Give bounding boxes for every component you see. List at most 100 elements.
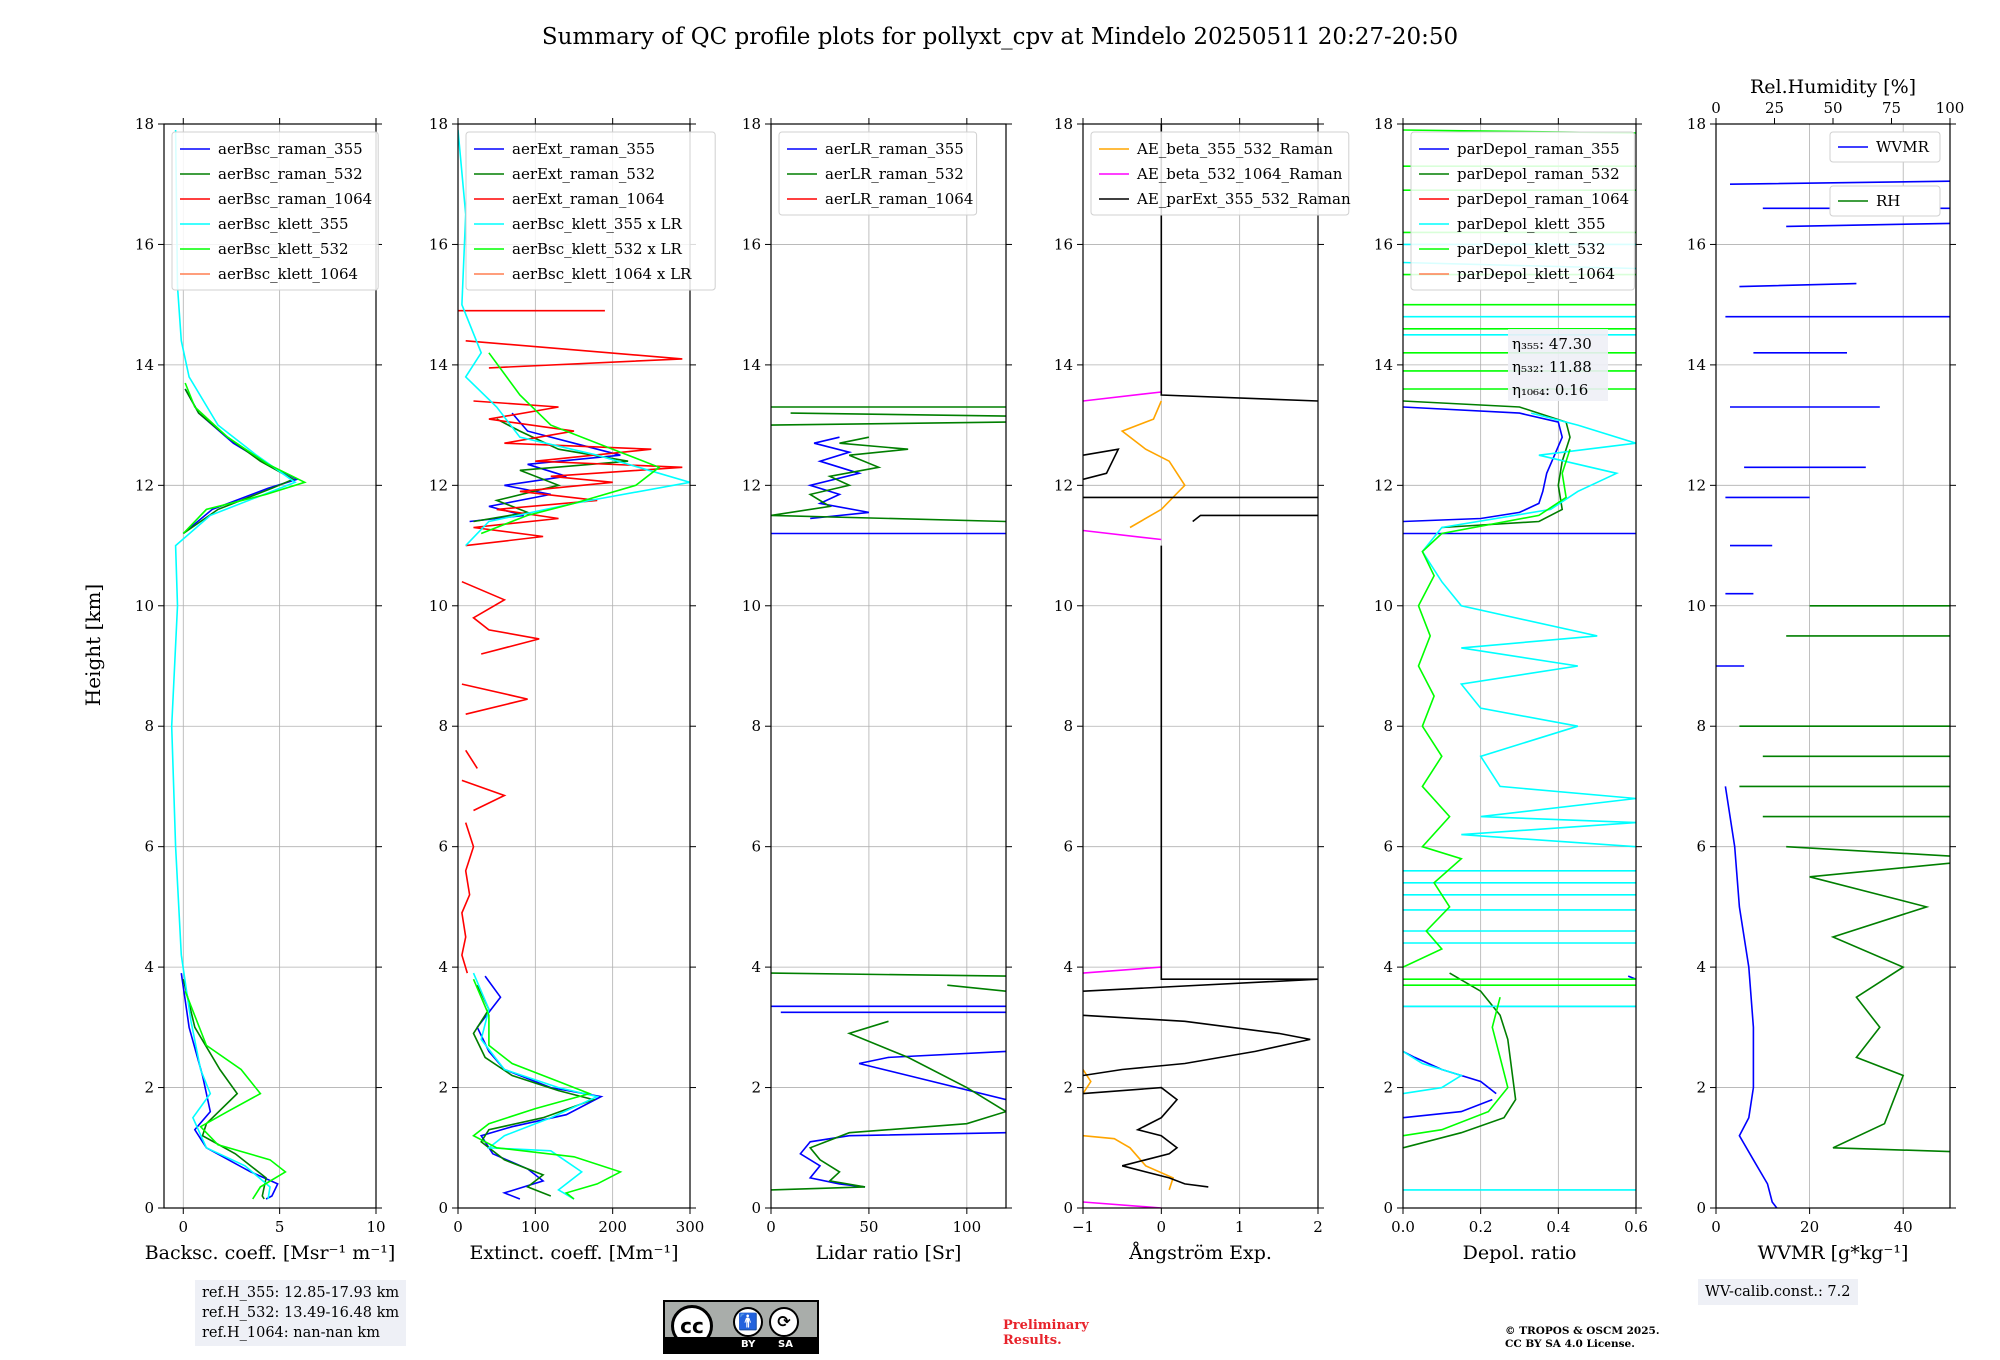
wv-calibration-box: WV-calib.const.: 7.2 [1698,1279,1858,1305]
y-tick-label: 16 [429,235,448,253]
x-tick-label: 0 [453,1218,463,1236]
y-tick-label: 6 [144,838,154,856]
eta-value: η₃₅₅: 47.30 [1512,335,1592,353]
y-tick-label: 18 [742,115,761,133]
y-tick-label: 6 [1383,838,1393,856]
y-tick-label: 2 [1383,1079,1393,1097]
legend-label: AE_beta_532_1064_Raman [1136,165,1343,183]
x-axis-label: Backsc. coeff. [Msr⁻¹ m⁻¹] [145,1242,396,1264]
legend: AE_beta_355_532_Raman AE_beta_532_1064_Ra… [1090,131,1351,216]
x-tick-label: 10 [366,1218,385,1236]
y-tick-label: 16 [1687,235,1706,253]
x-tick-label: 0.2 [1469,1218,1493,1236]
top-x-tick-label: 100 [1936,99,1965,117]
top-x-tick-label: 0 [1711,99,1721,117]
legend-box [465,131,716,291]
y-tick-label: 10 [429,597,448,615]
series-AE_beta_355_532_Raman [1083,400,1186,1191]
y-tick-label: 10 [1687,597,1706,615]
ref-height-355: ref.H_355: 12.85-17.93 km [202,1285,400,1301]
y-tick-label: 6 [1696,838,1706,856]
series-WVMR [1716,180,1950,1208]
reference-height-box: ref.H_355: 12.85-17.93 km ref.H_532: 13.… [195,1280,407,1346]
legend: aerLR_raman_355 aerLR_raman_532 aerLR_rama… [778,131,978,216]
x-axis-label: Depol. ratio [1463,1242,1577,1264]
legend-box [1410,131,1635,291]
preliminary-note: Preliminary Results. [1003,1318,1089,1348]
axes-frame [457,123,691,1209]
y-tick-label: 6 [751,838,761,856]
y-tick-label: 18 [429,115,448,133]
legend-label: aerBsc_klett_355 x LR [512,215,683,233]
series-aerBsc_raman_532 [182,388,295,1200]
x-tick-label: −1 [1072,1218,1094,1236]
y-tick-label: 4 [751,958,761,976]
legend-label: parDepol_raman_1064 [1457,190,1629,208]
x-tick-label: 0 [1711,1218,1721,1236]
y-tick-label: 10 [1374,597,1393,615]
legend-box [1829,185,1941,217]
y-tick-label: 14 [1054,356,1073,374]
top-x-tick-label: 25 [1765,99,1784,117]
legend-label: aerBsc_klett_532 [218,240,349,258]
x-tick-label: 2 [1313,1218,1323,1236]
y-tick-label: 16 [1374,235,1393,253]
axes-frame [1402,123,1637,1209]
y-axis-label: Height [km] [81,584,105,706]
legend-label: parDepol_klett_355 [1457,215,1606,233]
series-aerBsc_klett_355 [170,129,297,1200]
sa-label: SA [778,1339,793,1350]
y-tick-label: 12 [135,476,154,494]
legend-box [1090,131,1350,216]
legend-label: aerBsc_klett_1064 [218,265,358,283]
legend: aerBsc_raman_355 aerBsc_raman_532 aerBsc_r… [171,131,379,291]
x-tick-label: 300 [676,1218,705,1236]
eta-annotation: η₃₅₅: 47.30 η₅₃₂: 11.88 η₁₀₆₄: 0.16 [1508,329,1608,401]
legend-label: AE_beta_355_532_Raman [1136,140,1333,158]
x-tick-label: 100 [953,1218,982,1236]
y-tick-label: 2 [438,1079,448,1097]
y-tick-label: 4 [438,958,448,976]
series-AE_beta_532_1064_Raman [1083,391,1162,1208]
legend-label: aerBsc_raman_532 [218,165,363,183]
series-aerExt_raman_532 [472,418,629,1197]
series-aerLR_raman_532 [771,406,1006,1191]
legend-box [1829,131,1941,163]
y-tick-label: 6 [1063,838,1073,856]
y-tick-label: 8 [1696,717,1706,735]
legend-label: WVMR [1876,138,1930,156]
legend-label: aerBsc_klett_355 [218,215,349,233]
top-x-tick-label: 50 [1823,99,1842,117]
panel-1: 0 5 10 Backsc. coeff. [Msr⁻¹ m⁻¹] 0 2 4 6 8 10 12 1… [135,115,395,1264]
panel-2: 0 100 200 300 Extinct. coeff. [Mm⁻¹] 0 2 4 6 8 10 1… [429,115,716,1264]
y-tick-label: 8 [144,717,154,735]
legend-label: aerBsc_klett_1064 x LR [512,265,692,283]
axes-frame [163,123,377,1209]
x-tick-label: 0.0 [1391,1218,1415,1236]
y-tick-label: 14 [742,356,761,374]
y-tick-label: 16 [135,235,154,253]
legend-label: aerExt_raman_532 [512,165,655,183]
y-tick-label: 12 [1054,476,1073,494]
y-tick-label: 0 [1383,1199,1393,1217]
y-tick-label: 12 [429,476,448,494]
series-AE_parExt_355_532_Raman [1083,124,1318,1188]
y-tick-label: 16 [742,235,761,253]
x-tick-label: 20 [1800,1218,1819,1236]
y-tick-label: 0 [1696,1199,1706,1217]
panel-6: 0 20 40 WVMR [g*kg⁻¹] 0 2 4 6 8 10 12 14 16 18 0 25 50 75… [1687,76,1965,1264]
y-tick-label: 8 [1383,717,1393,735]
y-tick-label: 0 [144,1199,154,1217]
x-tick-label: 0 [766,1218,776,1236]
y-tick-label: 2 [144,1079,154,1097]
axes-frame [770,123,1007,1209]
eta-box [1508,329,1608,401]
x-tick-label: 0.6 [1624,1218,1648,1236]
y-tick-label: 14 [429,356,448,374]
ref-height-532: ref.H_532: 13.49-16.48 km [202,1305,400,1321]
legend-label: parDepol_raman_355 [1457,140,1620,158]
legend-label: AE_parExt_355_532_Raman [1136,190,1351,208]
by-label: BY [741,1339,756,1350]
